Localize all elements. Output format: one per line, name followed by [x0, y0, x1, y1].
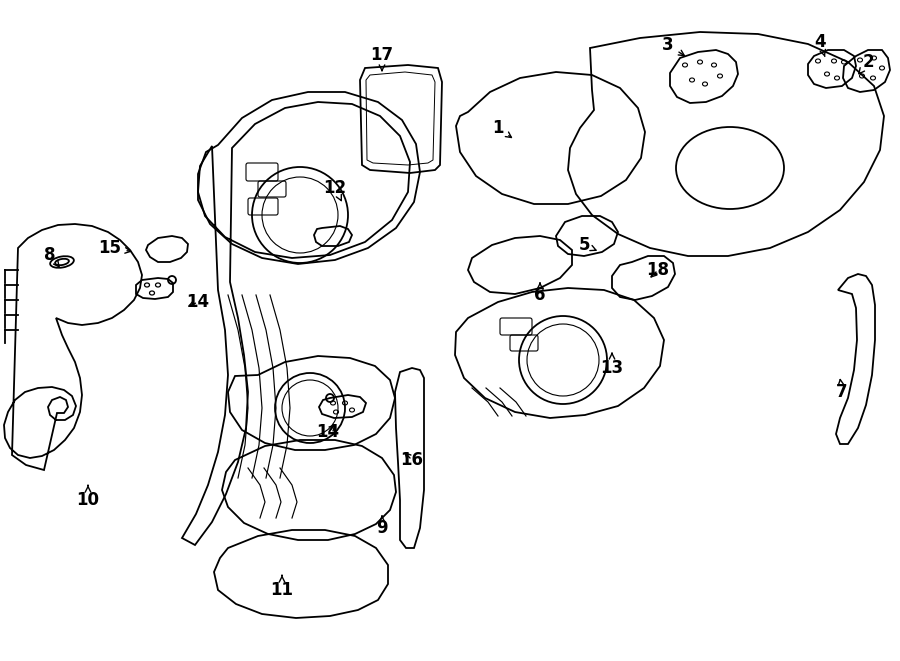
Text: 12: 12 — [323, 179, 346, 201]
Text: 2: 2 — [859, 53, 874, 74]
Text: 8: 8 — [44, 246, 59, 267]
Text: 7: 7 — [836, 379, 848, 401]
Text: 18: 18 — [646, 261, 670, 279]
Text: 5: 5 — [578, 236, 596, 254]
Text: 4: 4 — [814, 33, 826, 56]
Text: 9: 9 — [376, 516, 388, 537]
Text: 1: 1 — [492, 119, 511, 137]
Text: 13: 13 — [600, 353, 624, 377]
Text: 16: 16 — [400, 451, 424, 469]
Text: 10: 10 — [76, 485, 100, 509]
Text: 3: 3 — [662, 36, 684, 56]
Text: 11: 11 — [271, 576, 293, 599]
Text: 14: 14 — [186, 293, 210, 311]
Text: 6: 6 — [535, 283, 545, 304]
Text: 17: 17 — [371, 46, 393, 71]
Text: 14: 14 — [317, 423, 339, 441]
Text: 15: 15 — [98, 239, 130, 257]
